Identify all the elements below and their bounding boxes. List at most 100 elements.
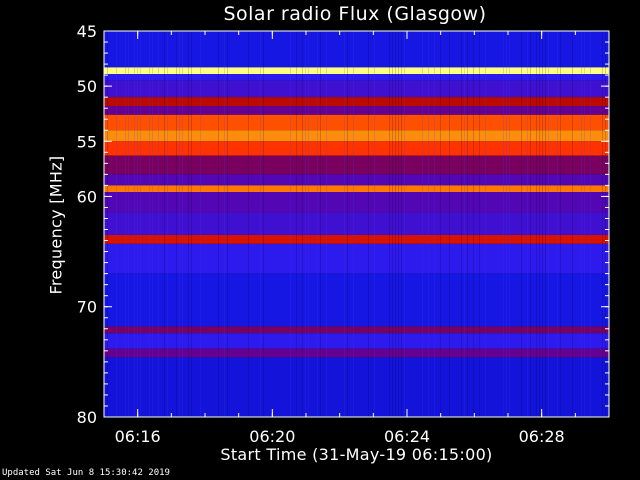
noise-column: [320, 31, 321, 417]
noise-column: [557, 31, 558, 417]
noise-column: [536, 31, 537, 417]
noise-column: [509, 31, 510, 417]
noise-column: [326, 31, 327, 417]
spectrogram-band: [104, 97, 609, 106]
plot-frame: [103, 30, 610, 418]
noise-column: [572, 31, 573, 417]
updated-timestamp: Updated Sat Jun 8 15:30:42 2019: [2, 468, 170, 478]
spectrogram-band: [104, 31, 609, 68]
spectrogram-band: [104, 185, 609, 193]
noise-column: [545, 31, 546, 417]
noise-column: [521, 31, 522, 417]
spectrogram-band: [104, 74, 609, 81]
noise-column: [263, 31, 264, 417]
noise-column: [605, 31, 606, 417]
x-tick-label: 06:24: [384, 427, 430, 446]
noise-column: [128, 31, 129, 417]
y-tick-label: 50: [77, 77, 97, 96]
noise-column: [248, 31, 249, 417]
spectrogram-band: [104, 348, 609, 358]
noise-column: [116, 31, 117, 417]
y-tick-label: 70: [77, 298, 97, 317]
noise-column: [560, 31, 561, 417]
noise-column: [353, 31, 354, 417]
noise-column: [176, 31, 177, 417]
spectrogram-bands: [104, 31, 609, 417]
spectrogram-band: [104, 80, 609, 98]
noise-column: [134, 31, 135, 417]
noise-column: [440, 31, 441, 417]
y-tick-label: 80: [77, 408, 97, 427]
x-tick-label: 06:28: [519, 427, 565, 446]
noise-column: [584, 31, 585, 417]
spectrogram-band: [104, 130, 609, 142]
noise-column: [398, 31, 399, 417]
x-axis-label: Start Time (31-May-19 06:15:00): [220, 445, 493, 464]
noise-column: [218, 31, 219, 417]
noise-column: [581, 31, 582, 417]
chart-title: Solar radio Flux (Glasgow): [223, 3, 487, 25]
noise-column: [428, 31, 429, 417]
noise-column: [137, 31, 138, 417]
spectrogram-band: [104, 141, 609, 156]
y-tick-label: 55: [77, 132, 97, 151]
noise-column: [158, 31, 159, 417]
noise-column: [527, 31, 528, 417]
noise-column: [224, 31, 225, 417]
noise-column: [401, 31, 402, 417]
noise-column: [392, 31, 393, 417]
noise-column: [317, 31, 318, 417]
noise-column: [188, 31, 189, 417]
noise-column: [602, 31, 603, 417]
noise-column: [464, 31, 465, 417]
spectrogram-band: [104, 235, 609, 244]
noise-column: [200, 31, 201, 417]
y-tick-label: 60: [77, 187, 97, 206]
noise-column: [542, 31, 543, 417]
spectrogram-band: [104, 333, 609, 349]
y-tick-label: 45: [77, 22, 97, 41]
noise-column: [395, 31, 396, 417]
spectrogram-band: [104, 357, 609, 417]
noise-column: [473, 31, 474, 417]
noise-column: [374, 31, 375, 417]
spectrogram-band: [104, 243, 609, 274]
noise-column: [590, 31, 591, 417]
noise-column: [296, 31, 297, 417]
spectrogram-band: [104, 67, 609, 75]
x-tick-label: 06:16: [115, 427, 161, 446]
noise-column: [539, 31, 540, 417]
noise-column: [125, 31, 126, 417]
noise-column: [461, 31, 462, 417]
noise-column: [404, 31, 405, 417]
noise-column: [530, 31, 531, 417]
noise-column: [167, 31, 168, 417]
spectrogram-band: [104, 174, 609, 186]
noise-column: [434, 31, 435, 417]
noise-column: [164, 31, 165, 417]
noise-column: [467, 31, 468, 417]
noise-column: [347, 31, 348, 417]
noise-column: [368, 31, 369, 417]
noise-column: [344, 31, 345, 417]
noise-column: [485, 31, 486, 417]
noise-column: [302, 31, 303, 417]
noise-column: [290, 31, 291, 417]
noise-column: [503, 31, 504, 417]
noise-column: [140, 31, 141, 417]
noise-column: [305, 31, 306, 417]
noise-column: [479, 31, 480, 417]
spectrogram-band: [104, 326, 609, 334]
noise-column: [107, 31, 108, 417]
x-tick-label: 06:20: [249, 427, 295, 446]
noise-column: [308, 31, 309, 417]
spectrogram-noise: [107, 31, 609, 417]
noise-column: [260, 31, 261, 417]
noise-column: [152, 31, 153, 417]
noise-column: [548, 31, 549, 417]
spectrogram-band: [104, 105, 609, 115]
spectrogram-band: [104, 114, 609, 131]
noise-column: [389, 31, 390, 417]
